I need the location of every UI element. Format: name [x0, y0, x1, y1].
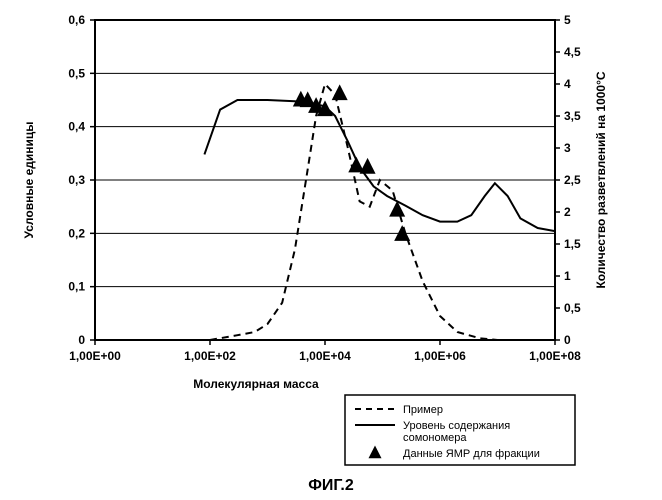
x-axis-label: Молекулярная масса	[193, 377, 319, 391]
y-left-tick-label: 0,1	[68, 280, 85, 294]
legend-label: сомономера	[403, 432, 467, 444]
figure-caption: ФИГ.2	[308, 477, 354, 494]
y-right-tick-label: 4,5	[564, 45, 581, 59]
x-tick-label: 1,00E+08	[529, 349, 581, 363]
y-left-tick-label: 0	[78, 333, 85, 347]
legend-label: Пример	[403, 404, 443, 416]
y-right-axis-label: Количество разветвлений на 1000°С	[594, 71, 608, 288]
y-left-axis-label: Условные единицы	[22, 122, 36, 239]
x-tick-label: 1,00E+04	[299, 349, 351, 363]
y-right-tick-label: 3,5	[564, 109, 581, 123]
y-right-tick-label: 3	[564, 141, 571, 155]
y-right-tick-label: 2	[564, 205, 571, 219]
y-left-tick-label: 0,4	[68, 120, 85, 134]
y-right-tick-label: 2,5	[564, 173, 581, 187]
y-left-tick-label: 0,5	[68, 66, 85, 80]
chart-figure: 0 0,1 0,2 0,3 0,4 0,5 0,6 0 0,5 1 1,5 2 2,5 3 3,5 4 4,5 5…	[0, 0, 662, 500]
y-right-tick-label: 0,5	[564, 301, 581, 315]
x-tick-label: 1,00E+06	[414, 349, 466, 363]
y-left-tick-label: 0,6	[68, 13, 85, 27]
legend-label: Уровень содержания	[403, 420, 510, 432]
x-tick-label: 1,00E+00	[69, 349, 121, 363]
y-right-tick-label: 1,5	[564, 237, 581, 251]
legend-label: Данные ЯМР для фракции	[403, 448, 540, 460]
y-right-tick-label: 4	[564, 77, 571, 91]
x-tick-label: 1,00E+02	[184, 349, 236, 363]
y-left-tick-label: 0,2	[68, 226, 85, 240]
y-left-tick-label: 0,3	[68, 173, 85, 187]
y-right-tick-label: 1	[564, 269, 571, 283]
y-right-tick-label: 5	[564, 13, 571, 27]
y-right-tick-label: 0	[564, 333, 571, 347]
